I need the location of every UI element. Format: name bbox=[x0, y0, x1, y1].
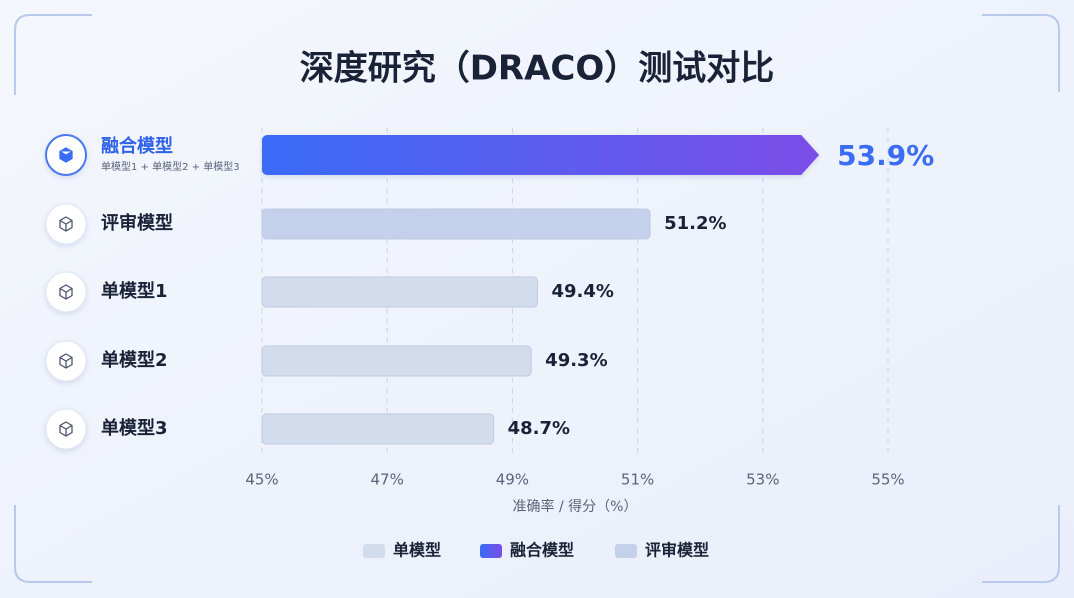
category-label: 评审模型 bbox=[101, 212, 173, 234]
x-tick-label: 55% bbox=[871, 471, 904, 489]
icon-glyph bbox=[59, 216, 73, 232]
x-tick-label: 49% bbox=[496, 471, 529, 489]
legend-label: 融合模型 bbox=[510, 541, 574, 560]
category-label: 单模型1 bbox=[101, 280, 168, 302]
legend-swatch bbox=[480, 544, 502, 558]
category-label: 单模型3 bbox=[101, 417, 168, 439]
icon-glyph bbox=[59, 353, 73, 369]
category-label: 融合模型 bbox=[101, 135, 173, 157]
bar bbox=[261, 276, 538, 308]
icon-glyph bbox=[59, 421, 73, 437]
corner-decor bbox=[14, 14, 1060, 583]
x-tick-label: 47% bbox=[371, 471, 404, 489]
value-label: 49.4% bbox=[551, 281, 613, 302]
x-tick-label: 51% bbox=[621, 471, 654, 489]
x-axis-label: 准确率 / 得分（%） bbox=[513, 498, 638, 515]
bar bbox=[262, 135, 820, 175]
legend-swatch bbox=[615, 544, 637, 558]
value-label: 49.3% bbox=[545, 350, 607, 371]
legend-label: 单模型 bbox=[393, 541, 441, 560]
legend-swatch bbox=[363, 544, 385, 558]
category-label: 单模型2 bbox=[101, 349, 168, 371]
icon-glyph bbox=[59, 284, 73, 300]
value-label: 48.7% bbox=[508, 418, 570, 439]
icon-glyph bbox=[59, 147, 73, 163]
category-subtitle: 单模型1 + 单模型2 + 单模型3 bbox=[101, 160, 240, 173]
x-tick-label: 45% bbox=[245, 471, 278, 489]
bar bbox=[261, 208, 651, 240]
value-label: 51.2% bbox=[664, 213, 726, 234]
chart-title: 深度研究（DRACO）测试对比 bbox=[300, 49, 775, 89]
bar bbox=[261, 345, 532, 377]
legend-label: 评审模型 bbox=[645, 541, 709, 560]
x-tick-label: 53% bbox=[746, 471, 779, 489]
bar bbox=[261, 413, 495, 445]
value-label: 53.9% bbox=[837, 139, 934, 172]
